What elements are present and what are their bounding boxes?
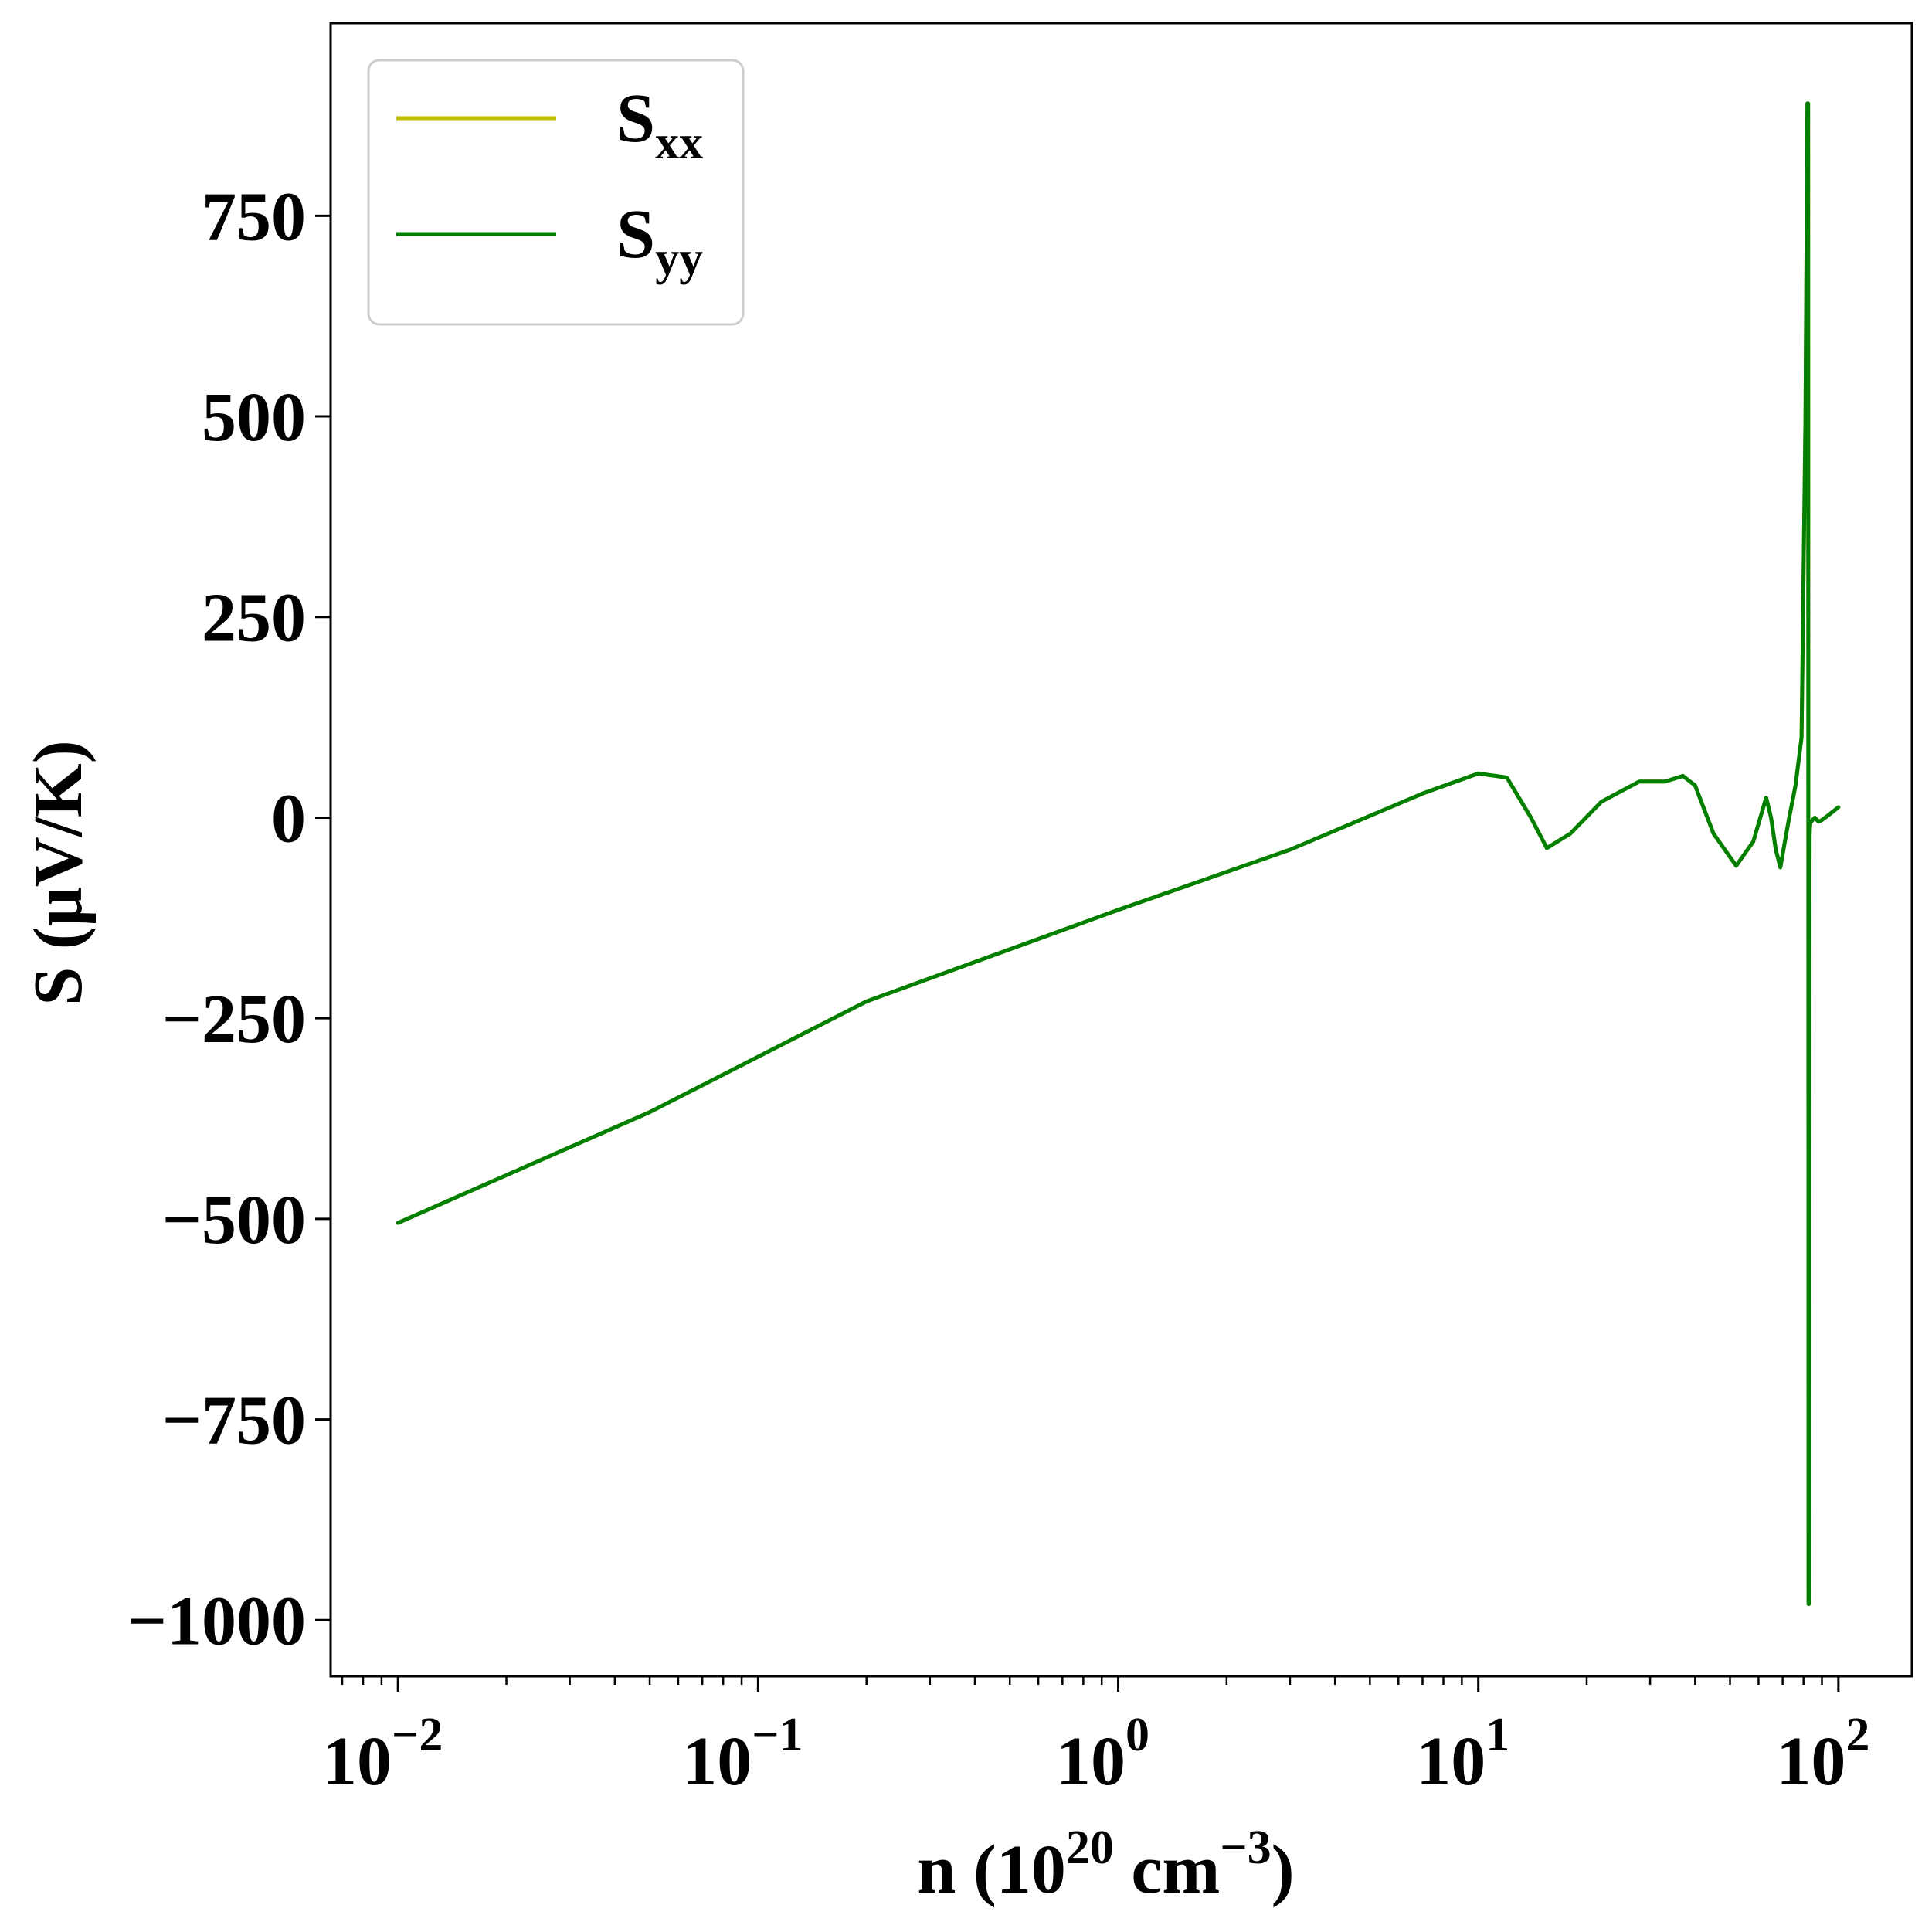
y-tick-label: 250 <box>202 580 306 657</box>
x-tick-label: 101 <box>1416 1709 1509 1800</box>
x-axis: 10−2 10−1 100 101 102 <box>322 1676 1869 1800</box>
plot-area <box>329 22 1913 1678</box>
y-tick-label: −1000 <box>127 1583 306 1659</box>
y-tick-label: −750 <box>162 1383 306 1459</box>
legend-label-yy: Syy <box>616 196 703 285</box>
x-tick-label: 100 <box>1056 1709 1149 1800</box>
y-tick-label: 750 <box>202 178 306 255</box>
y-tick-label: 500 <box>202 379 306 456</box>
x-tick-label: 10−1 <box>682 1709 803 1800</box>
legend-box <box>367 59 745 326</box>
x-axis-label: n (1020 cm−3) <box>917 1821 1294 1908</box>
series-layer <box>396 101 1841 1606</box>
plot-frame <box>329 22 1913 1678</box>
y-tick-label: −250 <box>162 981 306 1058</box>
x-axis-label-base: n (10 <box>917 1832 1066 1908</box>
y-tick-label: 0 <box>271 780 306 857</box>
series-line-yy <box>396 101 1841 1606</box>
y-axis-label: S (μV/K) <box>20 740 97 1006</box>
x-axis-label-unit: cm <box>1114 1832 1220 1908</box>
x-axis-label-end: ) <box>1272 1832 1295 1908</box>
legend: Sxx Syy <box>367 59 745 326</box>
y-tick-label: −500 <box>162 1182 306 1258</box>
legend-items: Sxx Syy <box>396 80 703 285</box>
x-axis-label-exponent: 20 <box>1066 1821 1114 1874</box>
y-axis: 750 500 250 0 −250 −500 −750 −1000 <box>127 178 331 1659</box>
x-axis-label-unit-exponent: −3 <box>1220 1821 1271 1874</box>
x-tick-label: 10−2 <box>322 1709 443 1800</box>
x-tick-label: 102 <box>1776 1709 1869 1800</box>
legend-label-xx: Sxx <box>616 80 703 169</box>
